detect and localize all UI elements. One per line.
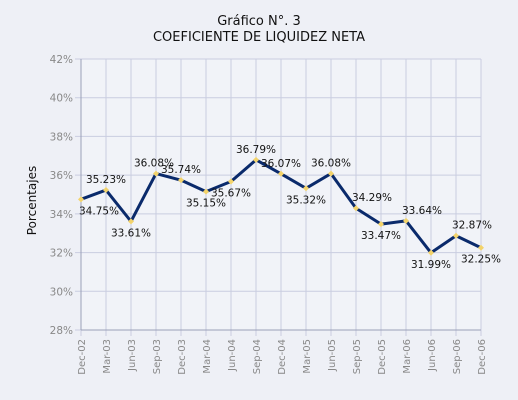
chart-title: Gráfico N°. 3 [217, 14, 301, 29]
data-label: 36.79% [236, 144, 276, 156]
data-label: 32.25% [461, 254, 501, 266]
x-tick-label: Dec-04 [277, 339, 288, 375]
y-tick-label: 32% [50, 248, 73, 260]
data-label: 36.07% [261, 158, 301, 170]
data-label: 35.32% [286, 194, 326, 206]
chart-subtitle: COEFICIENTE DE LIQUIDEZ NETA [152, 30, 365, 45]
data-label: 35.15% [186, 198, 226, 210]
data-point [253, 156, 259, 163]
data-point [403, 217, 409, 224]
data-label: 36.08% [134, 158, 174, 170]
y-tick-label: 34% [50, 209, 73, 221]
data-point [328, 170, 334, 177]
data-point [78, 196, 84, 203]
data-label: 34.75% [79, 205, 119, 217]
data-point [303, 185, 309, 192]
y-tick-label: 40% [50, 93, 73, 105]
x-tick-label: Mar-05 [302, 339, 313, 374]
x-tick-label: Jun-04 [227, 339, 238, 372]
x-tick-label: Jun-06 [427, 339, 438, 372]
x-tick-label: Mar-03 [102, 339, 113, 374]
y-tick-label: 38% [50, 131, 73, 143]
data-label: 35.23% [86, 174, 126, 186]
x-tick-label: Dec-05 [377, 339, 388, 375]
data-label: 32.87% [452, 220, 492, 232]
data-label: 34.29% [352, 192, 392, 204]
data-point [153, 170, 159, 177]
x-tick-label: Jun-05 [327, 339, 338, 372]
x-tick-label: Sep-03 [152, 339, 163, 374]
y-tick-label: 36% [50, 170, 73, 182]
data-point [103, 187, 109, 194]
x-tick-label: Mar-06 [402, 339, 413, 374]
data-point [128, 218, 134, 225]
x-tick-label: Mar-04 [202, 339, 213, 374]
y-tick-label: 30% [50, 286, 73, 298]
x-tick-label: Sep-06 [452, 339, 463, 374]
data-point [203, 188, 209, 195]
data-label: 31.99% [411, 259, 451, 271]
x-tick-label: Dec-02 [77, 339, 88, 375]
data-point [478, 244, 484, 251]
x-tick-label: Dec-03 [177, 339, 188, 375]
data-point [378, 221, 384, 228]
data-point [278, 170, 284, 177]
data-label: 35.74% [161, 164, 201, 176]
data-label: 33.47% [361, 230, 401, 242]
data-point [428, 249, 434, 256]
data-point [178, 177, 184, 184]
y-axis-label: Porcentajes [25, 166, 39, 235]
data-point [228, 178, 234, 185]
y-tick-label: 28% [50, 325, 73, 337]
data-point [353, 205, 359, 212]
data-point [453, 232, 459, 239]
data-label: 33.64% [402, 205, 442, 217]
data-label: 36.08% [311, 158, 351, 170]
x-tick-label: Sep-04 [252, 339, 263, 374]
x-tick-label: Jun-03 [127, 339, 138, 372]
data-label: 35.67% [211, 188, 251, 200]
x-tick-label: Dec-06 [477, 339, 488, 375]
data-label: 33.61% [111, 227, 151, 239]
y-tick-label: 42% [50, 54, 73, 66]
x-tick-label: Sep-05 [352, 339, 363, 374]
